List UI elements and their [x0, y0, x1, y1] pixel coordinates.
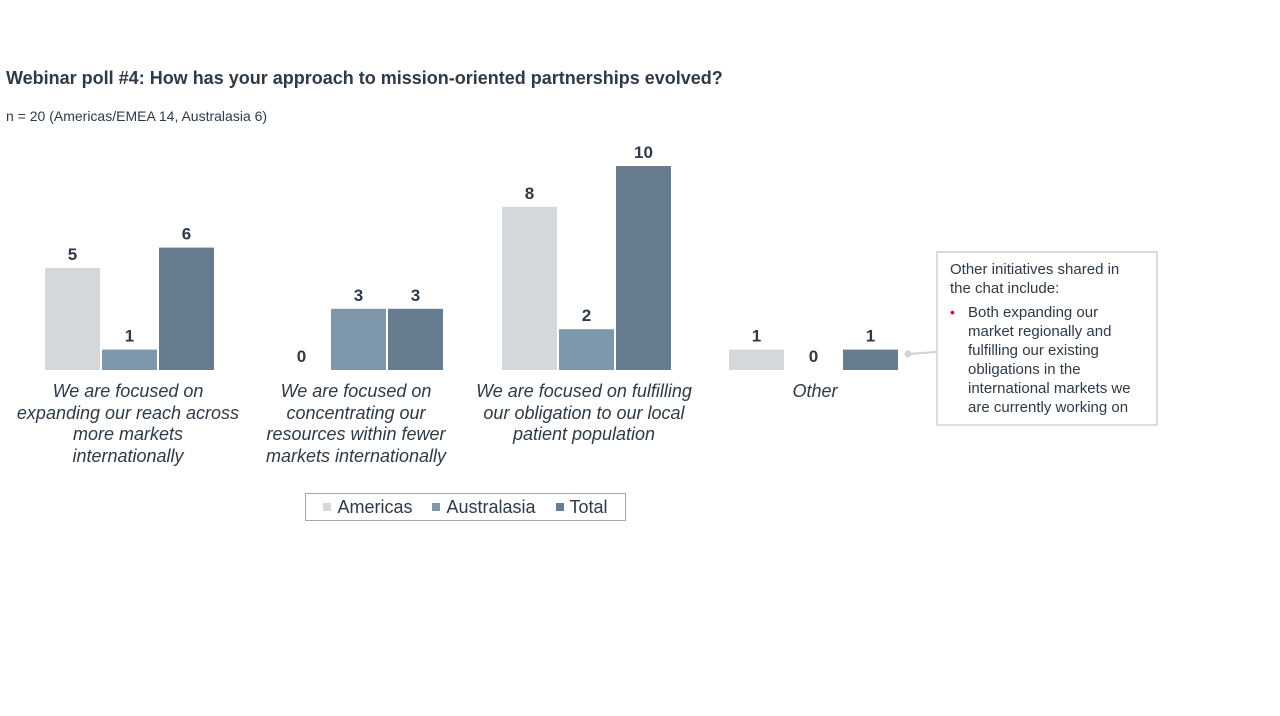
- data-label-americas-3: 1: [752, 327, 761, 346]
- data-label-americas-2: 8: [525, 184, 534, 203]
- category-label-0: We are focused on expanding our reach acr…: [8, 381, 248, 467]
- data-label-australasia-2: 2: [582, 306, 591, 325]
- data-label-australasia-3: 0: [809, 347, 818, 366]
- legend-label-americas: Americas: [337, 496, 413, 517]
- chart-title: Webinar poll #4: How has your approach t…: [6, 68, 723, 88]
- category-label-line: internationally: [72, 445, 184, 466]
- note-bullet-list: • Both expanding our market regionally a…: [950, 303, 1144, 417]
- legend-item-americas: Americas: [323, 497, 412, 518]
- data-label-americas-1: 0: [297, 347, 306, 366]
- category-label-line: concentrating our: [286, 402, 426, 423]
- category-label-line: expanding our reach across: [16, 402, 240, 423]
- category-label-line: our obligation to our local: [483, 402, 685, 423]
- bar-americas-2: [502, 206, 557, 370]
- note-bullet-text: Both expanding our market regionally and…: [968, 304, 1131, 416]
- data-label-total-0: 6: [182, 225, 191, 244]
- data-label-americas-0: 5: [68, 245, 77, 264]
- legend-item-australasia: Australasia: [432, 496, 536, 518]
- bar-americas-0: [45, 268, 100, 370]
- category-label-2: We are focused on fulfilling our obligati…: [464, 381, 704, 446]
- data-label-australasia-0: 1: [125, 327, 134, 346]
- legend-item-total: Total: [555, 496, 608, 518]
- note-bullet-item: • Both expanding our market regionally a…: [950, 303, 1144, 417]
- bar-australasia-2: [559, 329, 614, 370]
- legend-swatch-total: [555, 503, 564, 511]
- category-label-3: Other: [755, 381, 875, 403]
- legend-swatch-australasia: [432, 503, 441, 511]
- category-label-1: We are focused on concentrating our resour…: [256, 381, 456, 467]
- category-label-line: We are focused on: [52, 381, 204, 401]
- chart-legend: Americas Australasia Total: [305, 493, 626, 521]
- bar-americas-3: [729, 349, 784, 370]
- bar-total-2: [616, 166, 671, 370]
- data-label-australasia-1: 3: [354, 286, 363, 305]
- category-label-line: more markets: [72, 424, 184, 444]
- category-label-line: We are focused on: [280, 381, 432, 401]
- data-label-total-1: 3: [411, 286, 420, 305]
- chart-subtitle: n = 20 (Americas/EMEA 14, Australasia 6): [6, 108, 268, 124]
- category-label-line: Other: [792, 381, 838, 401]
- legend-label-total: Total: [569, 496, 608, 517]
- legend-swatch-americas: [323, 503, 332, 511]
- category-label-line: markets internationally: [265, 445, 447, 466]
- data-label-total-3: 1: [866, 327, 875, 346]
- data-label-total-2: 10: [634, 143, 653, 162]
- category-label-line: We are focused on fulfilling: [476, 381, 692, 401]
- connector-line: [907, 351, 937, 355]
- bar-total-1: [388, 308, 443, 370]
- other-initiatives-note: Other initiatives shared in the chat inc…: [936, 251, 1158, 426]
- bar-australasia-1: [331, 308, 386, 370]
- bar-australasia-0: [102, 349, 157, 370]
- bar-total-3: [843, 349, 898, 370]
- bar-total-0: [159, 247, 214, 370]
- note-heading: Other initiatives shared in the chat inc…: [950, 261, 1120, 297]
- category-label-line: patient population: [512, 424, 656, 444]
- bullet-icon: •: [950, 304, 955, 320]
- category-label-line: resources within fewer: [266, 424, 446, 444]
- legend-label-australasia: Australasia: [446, 496, 536, 517]
